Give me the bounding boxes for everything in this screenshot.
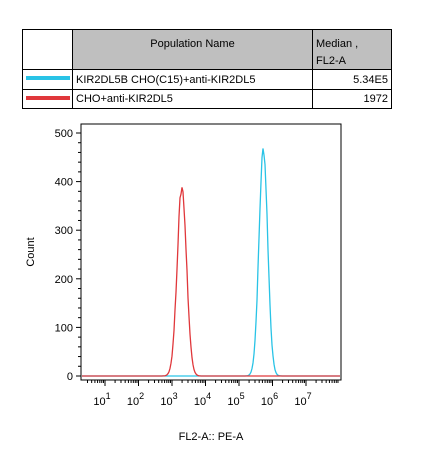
x-tick-exponent: 2 (139, 391, 144, 401)
legend-header-name-cell: Population Name (72, 29, 313, 70)
x-tick-exponent: 5 (240, 391, 245, 401)
x-tick-label: 103 (160, 391, 177, 408)
x-tick-exponent: 3 (173, 391, 178, 401)
x-tick-exponent: 6 (273, 391, 278, 401)
y-axis: 0 100 200 300 400 500 (55, 128, 81, 383)
y-tick-label: 0 (67, 371, 73, 383)
legend-row-value-cell: 1972 (312, 89, 392, 109)
legend-row-label: KIR2DL5B CHO(C15)+anti-KIR2DL5 (76, 74, 256, 86)
legend-swatch-cyan (26, 76, 70, 80)
x-axis-label: FL2-A:: PE-A (179, 431, 244, 443)
x-tick-label: 102 (127, 391, 144, 408)
legend-header-stat-cell: Median , FL2-A (312, 29, 392, 70)
legend-row-value: 1972 (363, 93, 388, 105)
x-tick-exponent: 7 (307, 391, 312, 401)
y-axis-label: Count (25, 237, 37, 266)
legend-swatch-red (26, 96, 70, 100)
legend-header-stat-line2: FL2-A (316, 55, 346, 67)
series-layer (82, 148, 340, 377)
series-line-red (82, 187, 340, 377)
y-tick-label: 300 (55, 225, 73, 237)
x-tick-exponent: 1 (106, 391, 111, 401)
x-tick-label: 106 (261, 391, 278, 408)
series-line-cyan (82, 148, 340, 377)
x-tick-label: 107 (294, 391, 311, 408)
x-tick-label: 104 (194, 391, 211, 408)
legend-header-stat-line1: Median , (316, 38, 359, 50)
y-tick-label: 100 (55, 322, 73, 334)
legend-header-icon-cell (22, 29, 73, 70)
x-axis: 101 102 103 104 105 106 107 (86, 380, 339, 408)
x-tick-label: 105 (227, 391, 244, 408)
y-tick-label: 400 (55, 177, 73, 189)
y-tick-label: 500 (55, 128, 73, 140)
legend-header-name: Population Name (150, 38, 235, 50)
legend-row-value: 5.34E5 (353, 74, 388, 86)
y-tick-label: 200 (55, 274, 73, 286)
x-tick-exponent: 4 (206, 391, 211, 401)
plot-frame (80, 123, 342, 381)
legend-row-label: CHO+anti-KIR2DL5 (76, 93, 173, 105)
x-tick-label: 101 (93, 391, 110, 408)
legend-table: Population Name Median , FL2-A KIR2DL5B … (22, 29, 392, 109)
